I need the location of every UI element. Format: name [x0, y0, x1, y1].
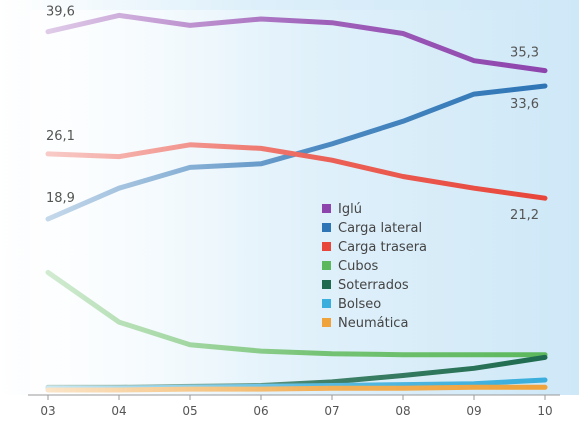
- legend-swatch-bolseo: [322, 299, 331, 308]
- legend-label-neumatica: Neumática: [338, 316, 408, 331]
- legend-label-carga-trasera: Carga trasera: [338, 240, 427, 255]
- legend-label-bolseo: Bolseo: [338, 297, 381, 312]
- x-tick-label: 09: [466, 404, 481, 418]
- legend-swatch-carga-lateral: [322, 223, 331, 232]
- legend-label-cubos: Cubos: [338, 259, 379, 274]
- x-tick-label: 08: [395, 404, 410, 418]
- x-tick-label: 04: [111, 404, 126, 418]
- data-label-iglu-last: 35,3: [510, 46, 539, 61]
- x-tick-label: 03: [40, 404, 55, 418]
- fade-overlay: [30, 10, 550, 395]
- legend-swatch-soterrados: [322, 280, 331, 289]
- legend-swatch-iglu: [322, 204, 331, 213]
- legend-label-iglu: Iglú: [338, 202, 362, 217]
- legend-swatch-neumatica: [322, 318, 331, 327]
- x-tick-label: 05: [182, 404, 197, 418]
- x-axis: 03 04 05 06 07 08 09 10: [40, 395, 553, 418]
- data-label-carga-lateral-last: 33,6: [510, 97, 539, 112]
- x-tick-label: 07: [324, 404, 339, 418]
- data-label-carga-lateral-first: 18,9: [46, 191, 75, 206]
- legend-label-soterrados: Soterrados: [338, 278, 409, 293]
- x-tick-label: 10: [537, 404, 552, 418]
- legend-swatch-cubos: [322, 261, 331, 270]
- data-label-layer: 39,6 35,3 18,9 33,6 26,1 21,2: [46, 5, 539, 223]
- x-tick-label: 06: [253, 404, 268, 418]
- legend-label-carga-lateral: Carga lateral: [338, 221, 422, 236]
- legend-swatch-carga-trasera: [322, 242, 331, 251]
- data-label-carga-trasera-last: 21,2: [510, 208, 539, 223]
- data-label-iglu-first: 39,6: [46, 5, 75, 20]
- data-label-carga-trasera-first: 26,1: [46, 129, 75, 144]
- legend: Iglú Carga lateral Carga trasera Cubos Soter…: [322, 202, 427, 331]
